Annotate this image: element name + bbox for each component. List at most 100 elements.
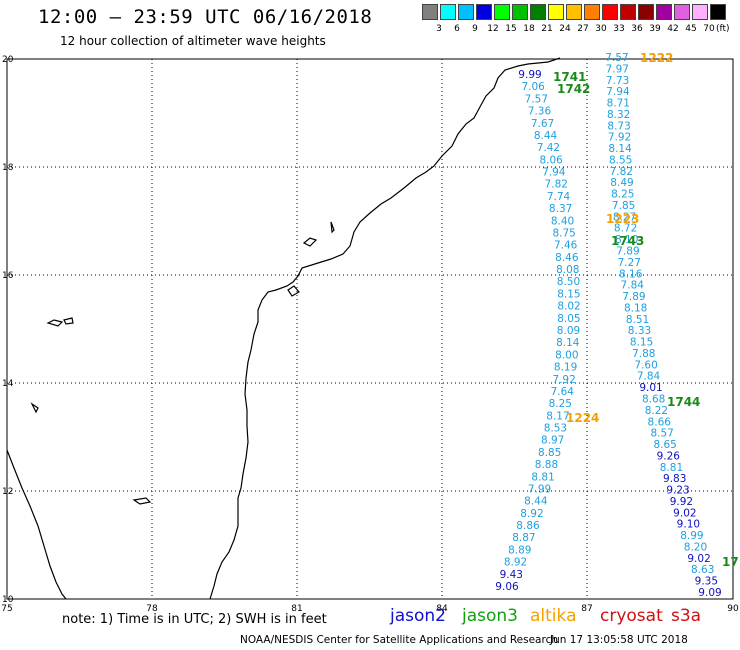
legend-swatch xyxy=(476,4,492,20)
satellite-name: cryosat xyxy=(600,606,663,626)
satellite-name: jason2 xyxy=(390,606,446,626)
wave-height-label: 8.88 xyxy=(535,459,558,471)
wave-height-label: 7.88 xyxy=(632,348,655,360)
wave-height-label: 8.16 xyxy=(619,268,643,280)
wave-height-label: 8.86 xyxy=(516,520,540,532)
legend-swatch xyxy=(458,4,474,20)
coastline xyxy=(6,57,561,600)
x-tick-label: 78 xyxy=(146,604,158,614)
wave-height-label: 9.09 xyxy=(698,587,721,599)
wave-height-label: 8.14 xyxy=(608,143,632,155)
wave-height-label: 8.15 xyxy=(557,288,580,300)
pass-time-label: 1742 xyxy=(557,82,590,96)
wave-height-label: 9.43 xyxy=(500,569,523,581)
y-tick-label: 18 xyxy=(2,163,14,173)
legend-label: 39 xyxy=(649,24,661,34)
wave-height-label: 8.49 xyxy=(610,177,633,189)
legend-label: 70 xyxy=(703,24,715,34)
legend-swatch xyxy=(674,4,690,20)
wave-height-label: 8.71 xyxy=(607,98,630,110)
y-tick-label: 16 xyxy=(2,271,14,281)
wave-height-label: 8.09 xyxy=(557,325,580,337)
legend-label: 27 xyxy=(577,24,589,34)
track-left: 9.997.067.577.367.678.447.428.067.947.82… xyxy=(495,69,580,593)
wave-height-label: 8.57 xyxy=(650,428,673,440)
wave-height-label: 8.32 xyxy=(607,109,630,121)
legend-swatch xyxy=(602,4,618,20)
wave-height-label: 7.89 xyxy=(616,246,639,258)
wave-height-label: 7.97 xyxy=(606,63,629,75)
wave-height-label: 8.53 xyxy=(544,423,567,435)
legend-swatch xyxy=(548,4,564,20)
wave-height-label: 9.35 xyxy=(695,576,718,588)
wave-height-label: 7.42 xyxy=(537,142,560,154)
wave-height-label: 7.57 xyxy=(525,93,548,105)
wave-height-label: 8.63 xyxy=(691,564,714,576)
wave-height-label: 8.99 xyxy=(680,530,703,542)
wave-height-label: 9.02 xyxy=(687,553,710,565)
legend-label: 9 xyxy=(472,24,478,34)
wave-height-label: 8.20 xyxy=(684,541,707,553)
wave-height-label: 8.55 xyxy=(609,154,632,166)
island-1 xyxy=(330,221,335,234)
wave-height-label: 9.23 xyxy=(666,485,689,497)
wave-height-label: 8.81 xyxy=(531,471,554,483)
wave-height-label: 8.97 xyxy=(541,435,564,447)
pass-time-label: 1741 xyxy=(553,70,586,84)
pass-time-label: 1222 xyxy=(640,51,673,65)
coastline-srilanka xyxy=(6,449,67,600)
pass-time-label: 17 xyxy=(722,555,739,569)
coastline-india-east xyxy=(209,57,561,600)
wave-height-label: 8.37 xyxy=(549,203,572,215)
wave-height-label: 8.15 xyxy=(630,337,653,349)
wave-height-label: 8.46 xyxy=(555,252,579,264)
wave-height-label: 8.00 xyxy=(555,349,578,361)
wave-height-label: 8.40 xyxy=(551,215,574,227)
wave-height-label: 8.73 xyxy=(607,120,630,132)
satellite-name: jason3 xyxy=(462,606,518,626)
y-tick-label: 10 xyxy=(2,595,14,605)
wave-height-label: 7.60 xyxy=(634,359,657,371)
wave-height-label: 7.82 xyxy=(610,166,633,178)
legend-swatch xyxy=(620,4,636,20)
legend-label: 15 xyxy=(505,24,517,34)
satellite-name: altika xyxy=(530,606,577,626)
legend-label: 24 xyxy=(559,24,571,34)
legend-swatch xyxy=(494,4,510,20)
footer-note: note: 1) Time is in UTC; 2) SWH is in fe… xyxy=(62,612,327,627)
wave-height-label: 8.19 xyxy=(554,362,577,374)
axis-ticks: 75 78 81 84 87 90 20 18 16 14 12 10 xyxy=(1,55,739,614)
wave-height-label: 9.01 xyxy=(639,382,662,394)
wave-height-label: 9.02 xyxy=(673,507,696,519)
wave-height-label: 8.25 xyxy=(549,398,572,410)
legend-swatch xyxy=(440,4,456,20)
legend-swatch xyxy=(512,4,528,20)
wave-height-label: 8.10 xyxy=(615,234,638,246)
wave-height-label: 7.46 xyxy=(554,240,578,252)
wave-height-label: 8.66 xyxy=(648,416,672,428)
legend-swatch xyxy=(566,4,582,20)
wave-height-label: 8.87 xyxy=(512,532,535,544)
pass-time-label: 1744 xyxy=(667,395,700,409)
wave-height-label: 7.94 xyxy=(606,86,630,98)
wave-height-label: 8.08 xyxy=(556,264,579,276)
x-tick-label: 81 xyxy=(291,604,302,614)
wave-height-label: 7.57 xyxy=(605,52,628,64)
legend-swatch xyxy=(584,4,600,20)
wave-height-label: 8.25 xyxy=(611,189,634,201)
wave-height-label: 7.73 xyxy=(606,75,629,87)
wave-height-label: 7.89 xyxy=(622,291,645,303)
legend-label: 18 xyxy=(523,24,535,34)
island-7 xyxy=(132,497,152,505)
wave-height-label: 8.14 xyxy=(556,337,580,349)
wave-height-label: 8.06 xyxy=(539,154,563,166)
wave-height-label: 8.18 xyxy=(624,302,647,314)
pass-time-label: 1224 xyxy=(566,411,599,425)
legend-swatch xyxy=(710,4,726,20)
wave-height-label: 8.65 xyxy=(653,439,676,451)
wave-height-label: 8.44 xyxy=(524,496,548,508)
wave-height-label: 8.50 xyxy=(557,276,580,288)
wave-height-label: 8.17 xyxy=(546,410,569,422)
wave-height-label: 9.92 xyxy=(670,496,693,508)
